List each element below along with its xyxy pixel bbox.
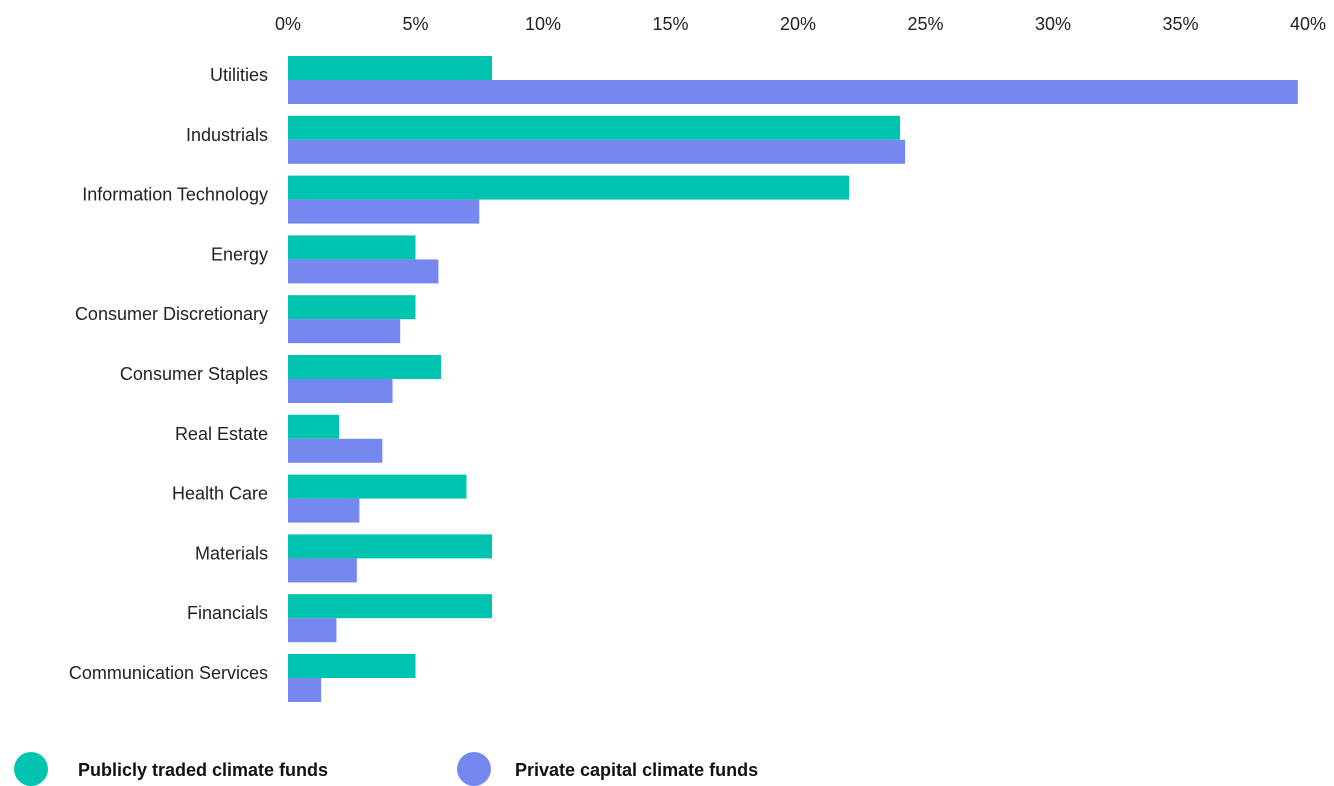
category-labels: Utilities Industrials Information Technolo…: [69, 65, 268, 683]
bar-chart: 0% 5% 10% 15% 20% 25% 30% 35% 40% Utilities Indus…: [69, 14, 1326, 702]
bar-private: [288, 139, 906, 164]
x-tick-label: 10%: [525, 14, 561, 34]
bar-public: [288, 414, 339, 439]
x-tick-label: 20%: [780, 14, 816, 34]
x-axis-ticks: 0% 5% 10% 15% 20% 25% 30% 35% 40%: [275, 14, 1326, 34]
bar-private: [288, 379, 393, 403]
bar-public: [288, 295, 416, 320]
category-label: Consumer Discretionary: [75, 304, 268, 324]
x-tick-label: 0%: [275, 14, 301, 34]
bar-private: [288, 618, 337, 643]
bar-private: [288, 438, 383, 463]
x-tick-label: 25%: [907, 14, 943, 34]
bar-public: [288, 534, 492, 559]
category-label: Real Estate: [175, 424, 268, 444]
x-tick-label: 15%: [652, 14, 688, 34]
x-tick-label: 30%: [1035, 14, 1071, 34]
category-label: Financials: [187, 603, 268, 623]
category-label: Communication Services: [69, 663, 268, 683]
bar-public: [288, 594, 492, 619]
bars: [288, 56, 1298, 702]
category-label: Health Care: [172, 484, 268, 504]
bar-public: [288, 654, 416, 678]
category-label: Utilities: [210, 65, 268, 85]
legend: Publicly traded climate funds Private ca…: [0, 752, 1334, 786]
category-label: Industrials: [186, 125, 268, 145]
bar-public: [288, 56, 492, 80]
bar-public: [288, 175, 849, 200]
bar-private: [288, 259, 439, 284]
x-tick-label: 5%: [402, 14, 428, 34]
legend-swatch-public: [14, 752, 48, 786]
bar-public: [288, 355, 441, 379]
x-tick-label: 40%: [1290, 14, 1326, 34]
bar-private: [288, 80, 1298, 104]
bar-private: [288, 319, 401, 344]
category-label: Energy: [211, 244, 268, 264]
bar-private: [288, 199, 480, 224]
bar-public: [288, 115, 900, 140]
legend-label-private: Private capital climate funds: [515, 760, 759, 780]
x-tick-label: 35%: [1162, 14, 1198, 34]
legend-swatch-private: [457, 752, 491, 786]
bar-private: [288, 498, 360, 523]
category-label: Materials: [195, 543, 268, 563]
bar-public: [288, 474, 467, 499]
bar-public: [288, 235, 416, 260]
category-label: Consumer Staples: [120, 364, 268, 384]
legend-label-public: Publicly traded climate funds: [78, 760, 329, 780]
bar-private: [288, 558, 357, 583]
category-label: Information Technology: [82, 185, 268, 205]
bar-private: [288, 678, 322, 702]
